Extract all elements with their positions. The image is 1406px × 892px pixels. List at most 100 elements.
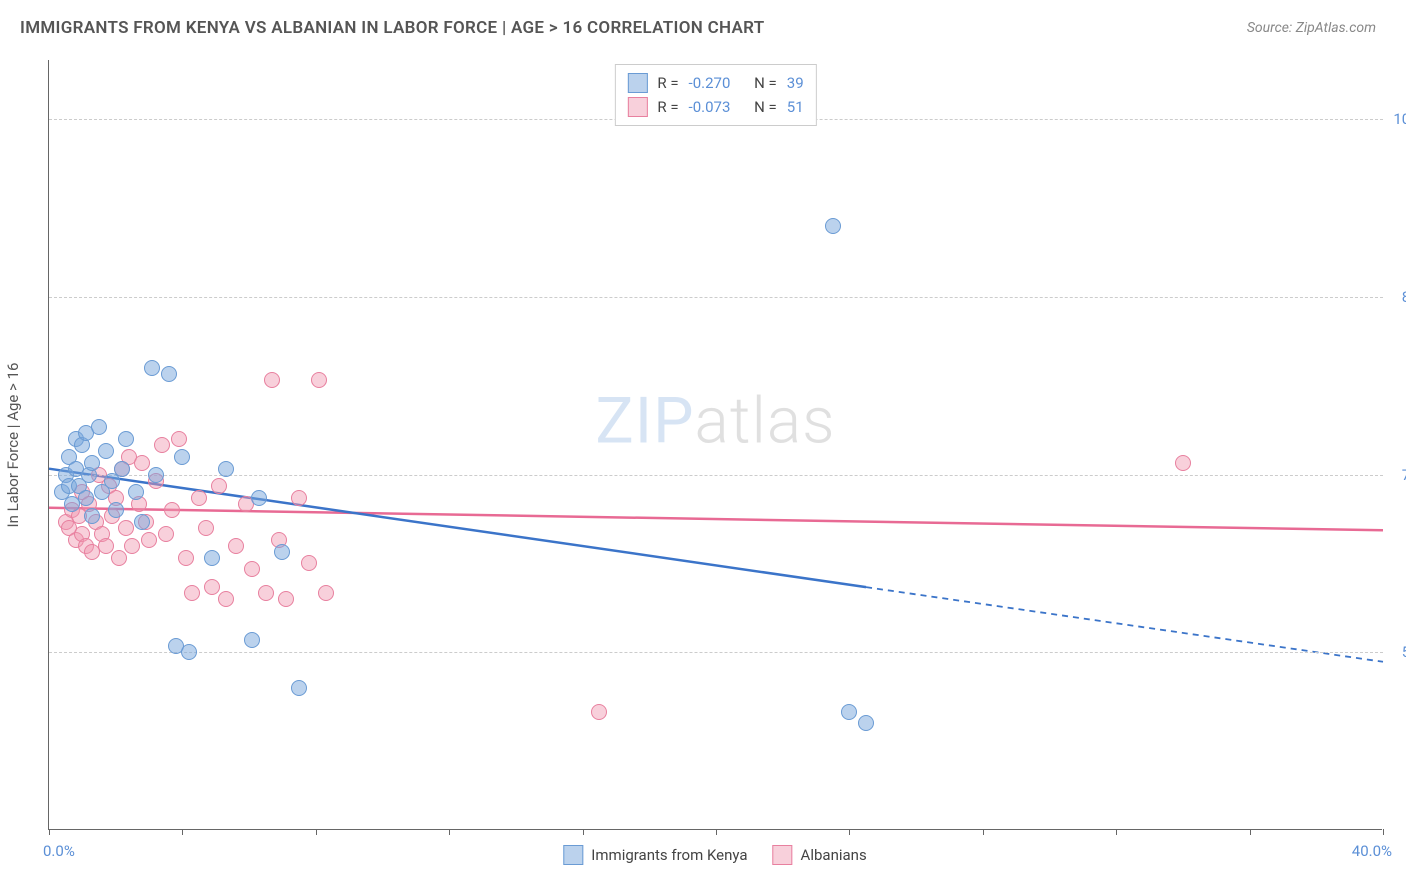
x-tick <box>983 829 984 835</box>
x-tick <box>182 829 183 835</box>
kenya-point <box>98 443 114 459</box>
albanian-point <box>258 585 274 601</box>
albanian-point <box>191 490 207 506</box>
legend-item-kenya: Immigrants from Kenya <box>563 845 747 865</box>
albanian-r-value: -0.073 <box>689 98 731 116</box>
legend-swatch-kenya <box>627 73 647 93</box>
kenya-point <box>128 484 144 500</box>
x-tick <box>849 829 850 835</box>
legend-swatch-albanian <box>627 97 647 117</box>
y-tick-label: 70.0% <box>1387 466 1406 484</box>
y-tick-label: 100.0% <box>1387 110 1406 128</box>
legend-row-kenya: R = -0.270 N = 39 <box>627 71 803 95</box>
kenya-n-value: 39 <box>787 74 804 92</box>
x-tick <box>1116 829 1117 835</box>
albanian-point <box>311 372 327 388</box>
x-label-max: 40.0% <box>1352 842 1392 860</box>
chart-title: IMMIGRANTS FROM KENYA VS ALBANIAN IN LAB… <box>20 18 764 38</box>
legend-label-kenya: Immigrants from Kenya <box>591 846 747 864</box>
albanian-point <box>278 591 294 607</box>
albanian-point <box>118 520 134 536</box>
albanian-point <box>178 550 194 566</box>
x-label-min: 0.0% <box>43 842 75 860</box>
albanian-point <box>164 502 180 518</box>
kenya-point <box>161 366 177 382</box>
legend-swatch-kenya-icon <box>563 845 583 865</box>
albanian-point <box>154 437 170 453</box>
legend-label-albanian: Albanians <box>801 846 867 864</box>
x-tick <box>449 829 450 835</box>
albanian-point <box>318 585 334 601</box>
albanian-point <box>1175 455 1191 471</box>
source-name: ZipAtlas.com <box>1296 20 1376 36</box>
kenya-point <box>244 632 260 648</box>
correlation-legend: R = -0.270 N = 39 R = -0.073 N = 51 <box>614 64 816 126</box>
kenya-point <box>181 644 197 660</box>
kenya-point <box>84 455 100 471</box>
svg-layer <box>49 60 1383 830</box>
legend-row-albanian: R = -0.073 N = 51 <box>627 95 803 119</box>
gridline <box>49 652 1383 653</box>
chart-source: Source: ZipAtlas.com <box>1247 20 1376 36</box>
x-tick <box>316 829 317 835</box>
albanian-point <box>171 431 187 447</box>
kenya-point <box>274 544 290 560</box>
x-tick <box>1250 829 1251 835</box>
kenya-point <box>825 218 841 234</box>
n-label: N = <box>754 98 777 116</box>
chart-container: In Labor Force | Age > 16 ZIPatlas R = -… <box>48 60 1382 830</box>
legend-item-albanian: Albanians <box>773 845 867 865</box>
source-prefix: Source: <box>1247 20 1296 36</box>
albanian-point <box>111 550 127 566</box>
albanian-point <box>591 704 607 720</box>
albanian-point <box>98 538 114 554</box>
kenya-r-value: -0.270 <box>689 74 731 92</box>
albanian-point <box>204 579 220 595</box>
y-tick-label: 55.0% <box>1387 643 1406 661</box>
kenya-point <box>291 680 307 696</box>
albanian-n-value: 51 <box>787 98 804 116</box>
x-tick <box>1383 829 1384 835</box>
x-tick <box>49 829 50 835</box>
legend-swatch-albanian-icon <box>773 845 793 865</box>
albanian-point <box>244 561 260 577</box>
plot-area: ZIPatlas R = -0.270 N = 39 R = -0.073 N … <box>48 60 1382 830</box>
albanian-point <box>218 591 234 607</box>
gridline <box>49 297 1383 298</box>
kenya-point <box>858 715 874 731</box>
kenya-point <box>118 431 134 447</box>
x-tick <box>716 829 717 835</box>
albanian-point <box>301 555 317 571</box>
kenya-point <box>108 502 124 518</box>
y-axis-title: In Labor Force | Age > 16 <box>4 363 22 528</box>
kenya-point <box>841 704 857 720</box>
albanian-point <box>211 478 227 494</box>
albanian-point <box>198 520 214 536</box>
n-label: N = <box>754 74 777 92</box>
kenya-point <box>218 461 234 477</box>
kenya-point <box>114 461 130 477</box>
trend-line <box>866 587 1383 662</box>
kenya-point <box>84 508 100 524</box>
albanian-point <box>291 490 307 506</box>
kenya-point <box>144 360 160 376</box>
kenya-point <box>204 550 220 566</box>
albanian-point <box>134 455 150 471</box>
kenya-point <box>174 449 190 465</box>
series-legend: Immigrants from Kenya Albanians <box>563 845 866 865</box>
kenya-point <box>148 467 164 483</box>
x-tick <box>583 829 584 835</box>
kenya-point <box>91 419 107 435</box>
albanian-point <box>228 538 244 554</box>
gridline <box>49 475 1383 476</box>
y-tick-label: 85.0% <box>1387 288 1406 306</box>
kenya-point <box>78 490 94 506</box>
chart-header: IMMIGRANTS FROM KENYA VS ALBANIAN IN LAB… <box>0 0 1406 48</box>
kenya-point <box>134 514 150 530</box>
albanian-point <box>141 532 157 548</box>
albanian-point <box>124 538 140 554</box>
albanian-point <box>184 585 200 601</box>
kenya-point <box>251 490 267 506</box>
albanian-point <box>158 526 174 542</box>
r-label: R = <box>657 98 678 116</box>
